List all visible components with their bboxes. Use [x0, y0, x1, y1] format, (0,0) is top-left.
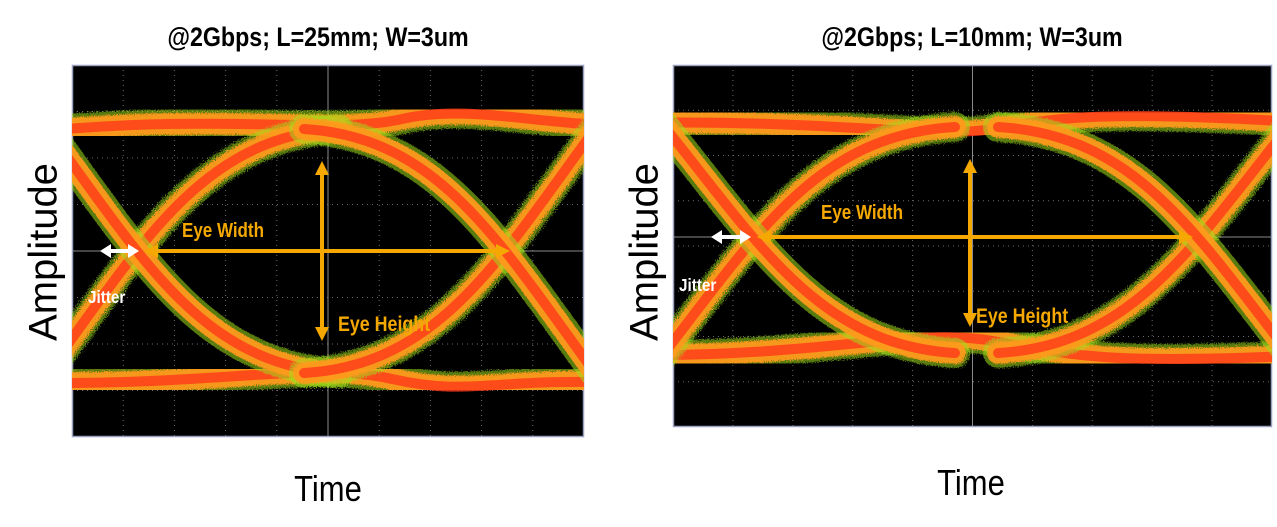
eye-width-label: Eye Width: [182, 219, 264, 242]
eye-width-label: Eye Width: [821, 201, 903, 224]
trace-upper-rail: [72, 98, 584, 144]
jitter-label: Jitter: [679, 275, 717, 295]
y-axis-label: Amplitude: [622, 163, 667, 341]
eye-height-label: Eye Height: [976, 305, 1069, 329]
chart-title: @2Gbps; L=10mm; W=3um: [821, 22, 1123, 52]
plot-frame: [672, 64, 1273, 428]
y-axis-label: Amplitude: [21, 163, 66, 341]
trace-falling-edge: [72, 137, 353, 388]
plot-frame: [71, 64, 585, 438]
eye-traces: [673, 101, 1272, 375]
trace-lower-rail: [72, 357, 584, 402]
x-axis-label: Time: [294, 468, 362, 509]
trace-rising-edge: [72, 114, 353, 365]
trace-falling-edge: [673, 113, 970, 368]
eye-diagram-panel-right: @2Gbps; L=10mm; W=3um Amplitude Eye Widt…: [620, 0, 1277, 527]
eye-diagram-plot: Eye Width Eye Height Jitter: [672, 64, 1273, 428]
eye-diagram-panel-left: @2Gbps; L=25mm; W=3um Amplitude Eye Widt…: [0, 0, 620, 527]
eye-width-arrow: [757, 230, 1193, 244]
jitter-arrow: [711, 230, 751, 244]
x-axis-label: Time: [937, 462, 1005, 503]
trace-rising-edge: [673, 112, 970, 367]
jitter-label: Jitter: [88, 287, 126, 307]
eye-height-arrow: [963, 159, 977, 327]
trace-falling-edge: [983, 112, 1272, 356]
eye-height-label: Eye Height: [338, 313, 431, 337]
eye-height-arrow: [315, 161, 329, 341]
trace-rising-edge: [289, 118, 584, 388]
eye-traces: [72, 98, 584, 402]
eye-width-arrow: [144, 244, 510, 258]
chart-title: @2Gbps; L=25mm; W=3um: [167, 22, 469, 52]
trace-rising-edge: [983, 123, 1272, 368]
trace-falling-edge: [289, 114, 584, 384]
eye-diagram-plot: Eye Width Eye Height Jitter: [71, 64, 585, 438]
jitter-arrow: [100, 244, 139, 258]
